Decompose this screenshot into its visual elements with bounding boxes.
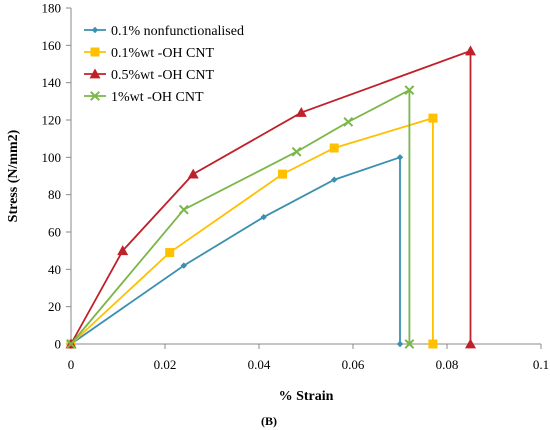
legend: 0.1% nonfunctionalised 0.1%wt -OH CNT 0.5%… bbox=[84, 24, 244, 105]
data-point bbox=[260, 213, 267, 221]
series-2 bbox=[66, 113, 438, 349]
y-tick-label: 100 bbox=[42, 150, 62, 165]
data-point bbox=[404, 85, 415, 96]
data-point bbox=[178, 204, 189, 215]
x-tick-label: 0.04 bbox=[248, 357, 271, 372]
data-point bbox=[329, 143, 339, 153]
y-tick-label: 180 bbox=[42, 1, 62, 16]
axes bbox=[70, 8, 541, 345]
series-line bbox=[70, 116, 434, 345]
legend-item: 0.5%wt -OH CNT bbox=[84, 68, 214, 83]
data-point bbox=[291, 146, 302, 157]
y-tick-label: 40 bbox=[48, 262, 61, 277]
data-point bbox=[396, 154, 404, 161]
series-line bbox=[70, 49, 472, 345]
x-tick-label: 0.02 bbox=[154, 357, 177, 372]
data-point bbox=[428, 113, 438, 123]
x-axis-ticks: 0 0.02 0.04 0.06 0.08 0.1 bbox=[68, 344, 549, 372]
y-tick-label: 160 bbox=[42, 38, 62, 53]
x-tick-label: 0.06 bbox=[342, 357, 365, 372]
series-line bbox=[70, 88, 411, 345]
y-axis-ticks: 0 20 40 60 80 100 120 140 160 180 bbox=[42, 1, 71, 352]
y-tick-label: 60 bbox=[48, 225, 61, 240]
legend-marker bbox=[90, 47, 100, 57]
plot-series bbox=[65, 45, 476, 349]
legend-item: 1%wt -OH CNT bbox=[84, 90, 204, 105]
y-tick-label: 0 bbox=[55, 337, 62, 352]
y-tick-label: 140 bbox=[42, 75, 62, 90]
legend-item: 0.1% nonfunctionalised bbox=[84, 24, 244, 39]
y-tick-label: 120 bbox=[42, 113, 62, 128]
data-point bbox=[396, 340, 404, 348]
y-tick-label: 20 bbox=[48, 299, 61, 314]
x-tick-label: 0.1 bbox=[533, 357, 549, 372]
y-axis-title: Stress (N/mm2) bbox=[6, 129, 21, 222]
data-point bbox=[428, 339, 438, 349]
data-point bbox=[187, 168, 199, 179]
legend-label: 1%wt -OH CNT bbox=[111, 90, 204, 105]
legend-marker bbox=[89, 68, 101, 79]
data-point bbox=[278, 169, 287, 179]
x-axis-title: % Strain bbox=[279, 389, 334, 404]
data-point bbox=[66, 339, 76, 349]
data-point bbox=[465, 45, 476, 56]
data-point bbox=[343, 116, 354, 127]
legend-label: 0.1%wt -OH CNT bbox=[111, 46, 214, 61]
legend-label: 0.1% nonfunctionalised bbox=[111, 24, 244, 39]
data-point bbox=[404, 339, 415, 349]
x-tick-label: 0 bbox=[68, 357, 75, 372]
legend-marker bbox=[91, 26, 99, 34]
figure-caption: (B) bbox=[261, 414, 277, 428]
data-point bbox=[465, 338, 476, 349]
series-line bbox=[70, 156, 401, 345]
data-point bbox=[117, 245, 129, 256]
data-point bbox=[295, 107, 307, 117]
legend-label: 0.5%wt -OH CNT bbox=[111, 68, 214, 83]
series-4 bbox=[66, 85, 415, 349]
x-tick-label: 0.08 bbox=[436, 357, 459, 372]
legend-marker bbox=[90, 91, 100, 101]
data-point bbox=[165, 248, 175, 258]
y-tick-label: 80 bbox=[48, 187, 61, 202]
legend-item: 0.1%wt -OH CNT bbox=[84, 46, 214, 61]
data-point bbox=[180, 262, 187, 269]
data-point bbox=[331, 176, 338, 183]
